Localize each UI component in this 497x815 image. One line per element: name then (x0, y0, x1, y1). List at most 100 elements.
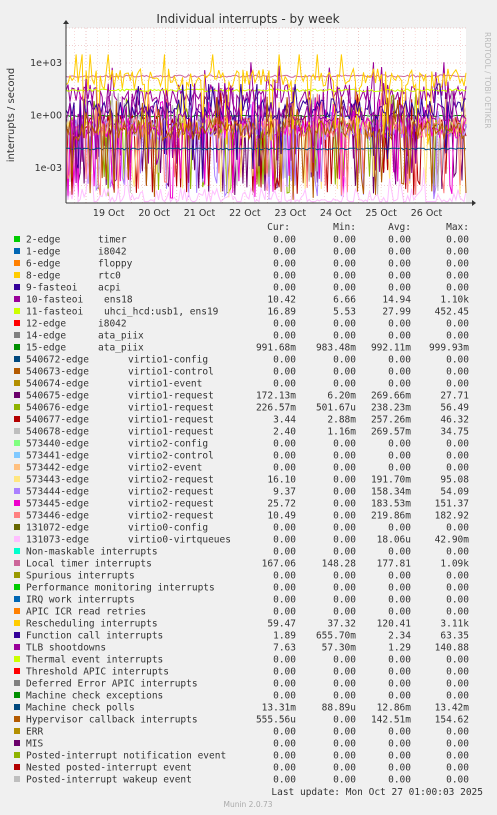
legend-value-min: 1.16m (327, 427, 356, 438)
legend-swatch (14, 668, 20, 674)
legend-value-cur: 0.00 (273, 583, 296, 594)
legend-value-cur: 0.00 (273, 235, 296, 246)
legend-swatch (14, 356, 20, 362)
legend-swatch (14, 464, 20, 470)
legend-value-avg: 0.00 (388, 763, 411, 774)
legend-value-avg: 0.00 (388, 691, 411, 702)
legend-label: 573440-edge (26, 439, 89, 450)
legend-value-avg: 269.57m (371, 427, 411, 438)
legend-swatch (14, 428, 20, 434)
y-axis-label: interrupts / second (6, 68, 17, 162)
legend-label: 12-edge (26, 319, 66, 330)
legend-label: 8-edge (26, 271, 61, 282)
legend-value-max: 0.00 (446, 571, 469, 582)
legend-value-max: 0.00 (446, 451, 469, 462)
legend-swatch (14, 392, 20, 398)
legend-label: 573446-edge (26, 511, 89, 522)
legend-desc: virtio1-request (128, 403, 214, 414)
series-line-40 (65, 96, 467, 200)
legend-value-min: 0.00 (333, 379, 356, 390)
x-axis-arrow (472, 200, 476, 206)
legend-value-min: 0.00 (333, 763, 356, 774)
legend-value-min: 0.00 (333, 271, 356, 282)
legend-value-max: 1.09k (440, 559, 469, 570)
legend-label: 573445-edge (26, 499, 89, 510)
legend-value-avg: 183.53m (371, 499, 411, 510)
legend-value-cur: 0.00 (273, 679, 296, 690)
legend-value-max: 0.00 (446, 727, 469, 738)
legend-value-max: 154.62 (435, 715, 469, 726)
legend-swatch (14, 404, 20, 410)
legend-value-max: 0.00 (446, 247, 469, 258)
legend-value-max: 151.37 (435, 499, 469, 510)
series-lines (65, 54, 467, 204)
legend-value-min: 0.00 (333, 535, 356, 546)
legend-value-min: 0.00 (333, 319, 356, 330)
legend-label: 540673-edge (26, 367, 89, 378)
legend-desc: virtio1-config (128, 355, 208, 366)
legend-value-cur: 0.00 (273, 319, 296, 330)
legend-value-max: 27.71 (440, 391, 469, 402)
legend-value-avg: 0.00 (388, 739, 411, 750)
legend-value-cur: 9.37 (273, 487, 296, 498)
legend-value-max: 0.00 (446, 271, 469, 282)
legend-value-min: 0.00 (333, 259, 356, 270)
legend-value-min: 0.00 (333, 655, 356, 666)
legend-desc: virtio2-event (128, 463, 202, 474)
legend-label: 540675-edge (26, 391, 89, 402)
legend-desc: i8042 (98, 247, 127, 258)
legend-value-cur: 0.00 (273, 547, 296, 558)
legend-header: Min: (333, 222, 356, 233)
legend-value-cur: 0.00 (273, 667, 296, 678)
legend-label: 15-edge (26, 343, 66, 354)
legend-label: 573443-edge (26, 475, 89, 486)
legend-swatch (14, 608, 20, 614)
legend-label: Posted-interrupt wakeup event (26, 775, 192, 786)
legend-value-avg: 0.00 (388, 679, 411, 690)
legend-value-avg: 1.29 (388, 643, 411, 654)
legend-value-max: 56.49 (440, 403, 469, 414)
legend-value-avg: 0.00 (388, 727, 411, 738)
legend-swatch (14, 584, 20, 590)
legend-label: TLB shootdowns (26, 643, 106, 654)
legend-value-max: 999.93m (429, 343, 469, 354)
legend-value-min: 0.00 (333, 487, 356, 498)
legend-value-max: 0.00 (446, 283, 469, 294)
legend-value-min: 0.00 (333, 571, 356, 582)
legend-label: IRQ work interrupts (26, 595, 135, 606)
legend-desc: uhci_hcd:usb1, ens19 (104, 307, 219, 318)
legend-value-max: 0.00 (446, 259, 469, 270)
legend-swatch (14, 656, 20, 662)
legend-value-cur: 0.00 (273, 439, 296, 450)
legend-swatch (14, 776, 20, 782)
x-tick-label: 25 Oct (365, 208, 397, 219)
legend-label: Posted-interrupt notification event (26, 751, 226, 762)
legend-value-min: 0.00 (333, 247, 356, 258)
legend-header: Cur: (267, 222, 290, 233)
legend-value-cur: 0.00 (273, 739, 296, 750)
legend-value-avg: 14.94 (382, 295, 411, 306)
legend-value-cur: 0.00 (273, 607, 296, 618)
legend-value-avg: 0.00 (388, 775, 411, 786)
legend-value-min: 0.00 (333, 583, 356, 594)
legend-label: 6-edge (26, 259, 61, 270)
y-tick-labels: 1e+03 1e+00 1e-03 (30, 58, 62, 174)
legend-desc: virtio1-control (128, 367, 214, 378)
last-update: Last update: Mon Oct 27 01:00:03 2025 (271, 787, 483, 798)
legend-swatch (14, 620, 20, 626)
legend-value-avg: 0.00 (388, 583, 411, 594)
legend-value-min: 0.00 (333, 235, 356, 246)
legend-value-cur: 0.00 (273, 331, 296, 342)
legend-value-min: 0.00 (333, 511, 356, 522)
legend-value-avg: 0.00 (388, 571, 411, 582)
legend-desc: floppy (98, 259, 133, 270)
legend-value-max: 13.42m (435, 703, 470, 714)
legend-value-min: 0.00 (333, 475, 356, 486)
legend-value-avg: 0.00 (388, 271, 411, 282)
x-tick-label: 21 Oct (184, 208, 216, 219)
legend-value-cur: 0.00 (273, 247, 296, 258)
legend-value-max: 0.00 (446, 691, 469, 702)
legend-desc: virtio1-request (128, 415, 214, 426)
rrdtool-credit: RRDTOOL / TOBI OETIKER (483, 32, 492, 129)
